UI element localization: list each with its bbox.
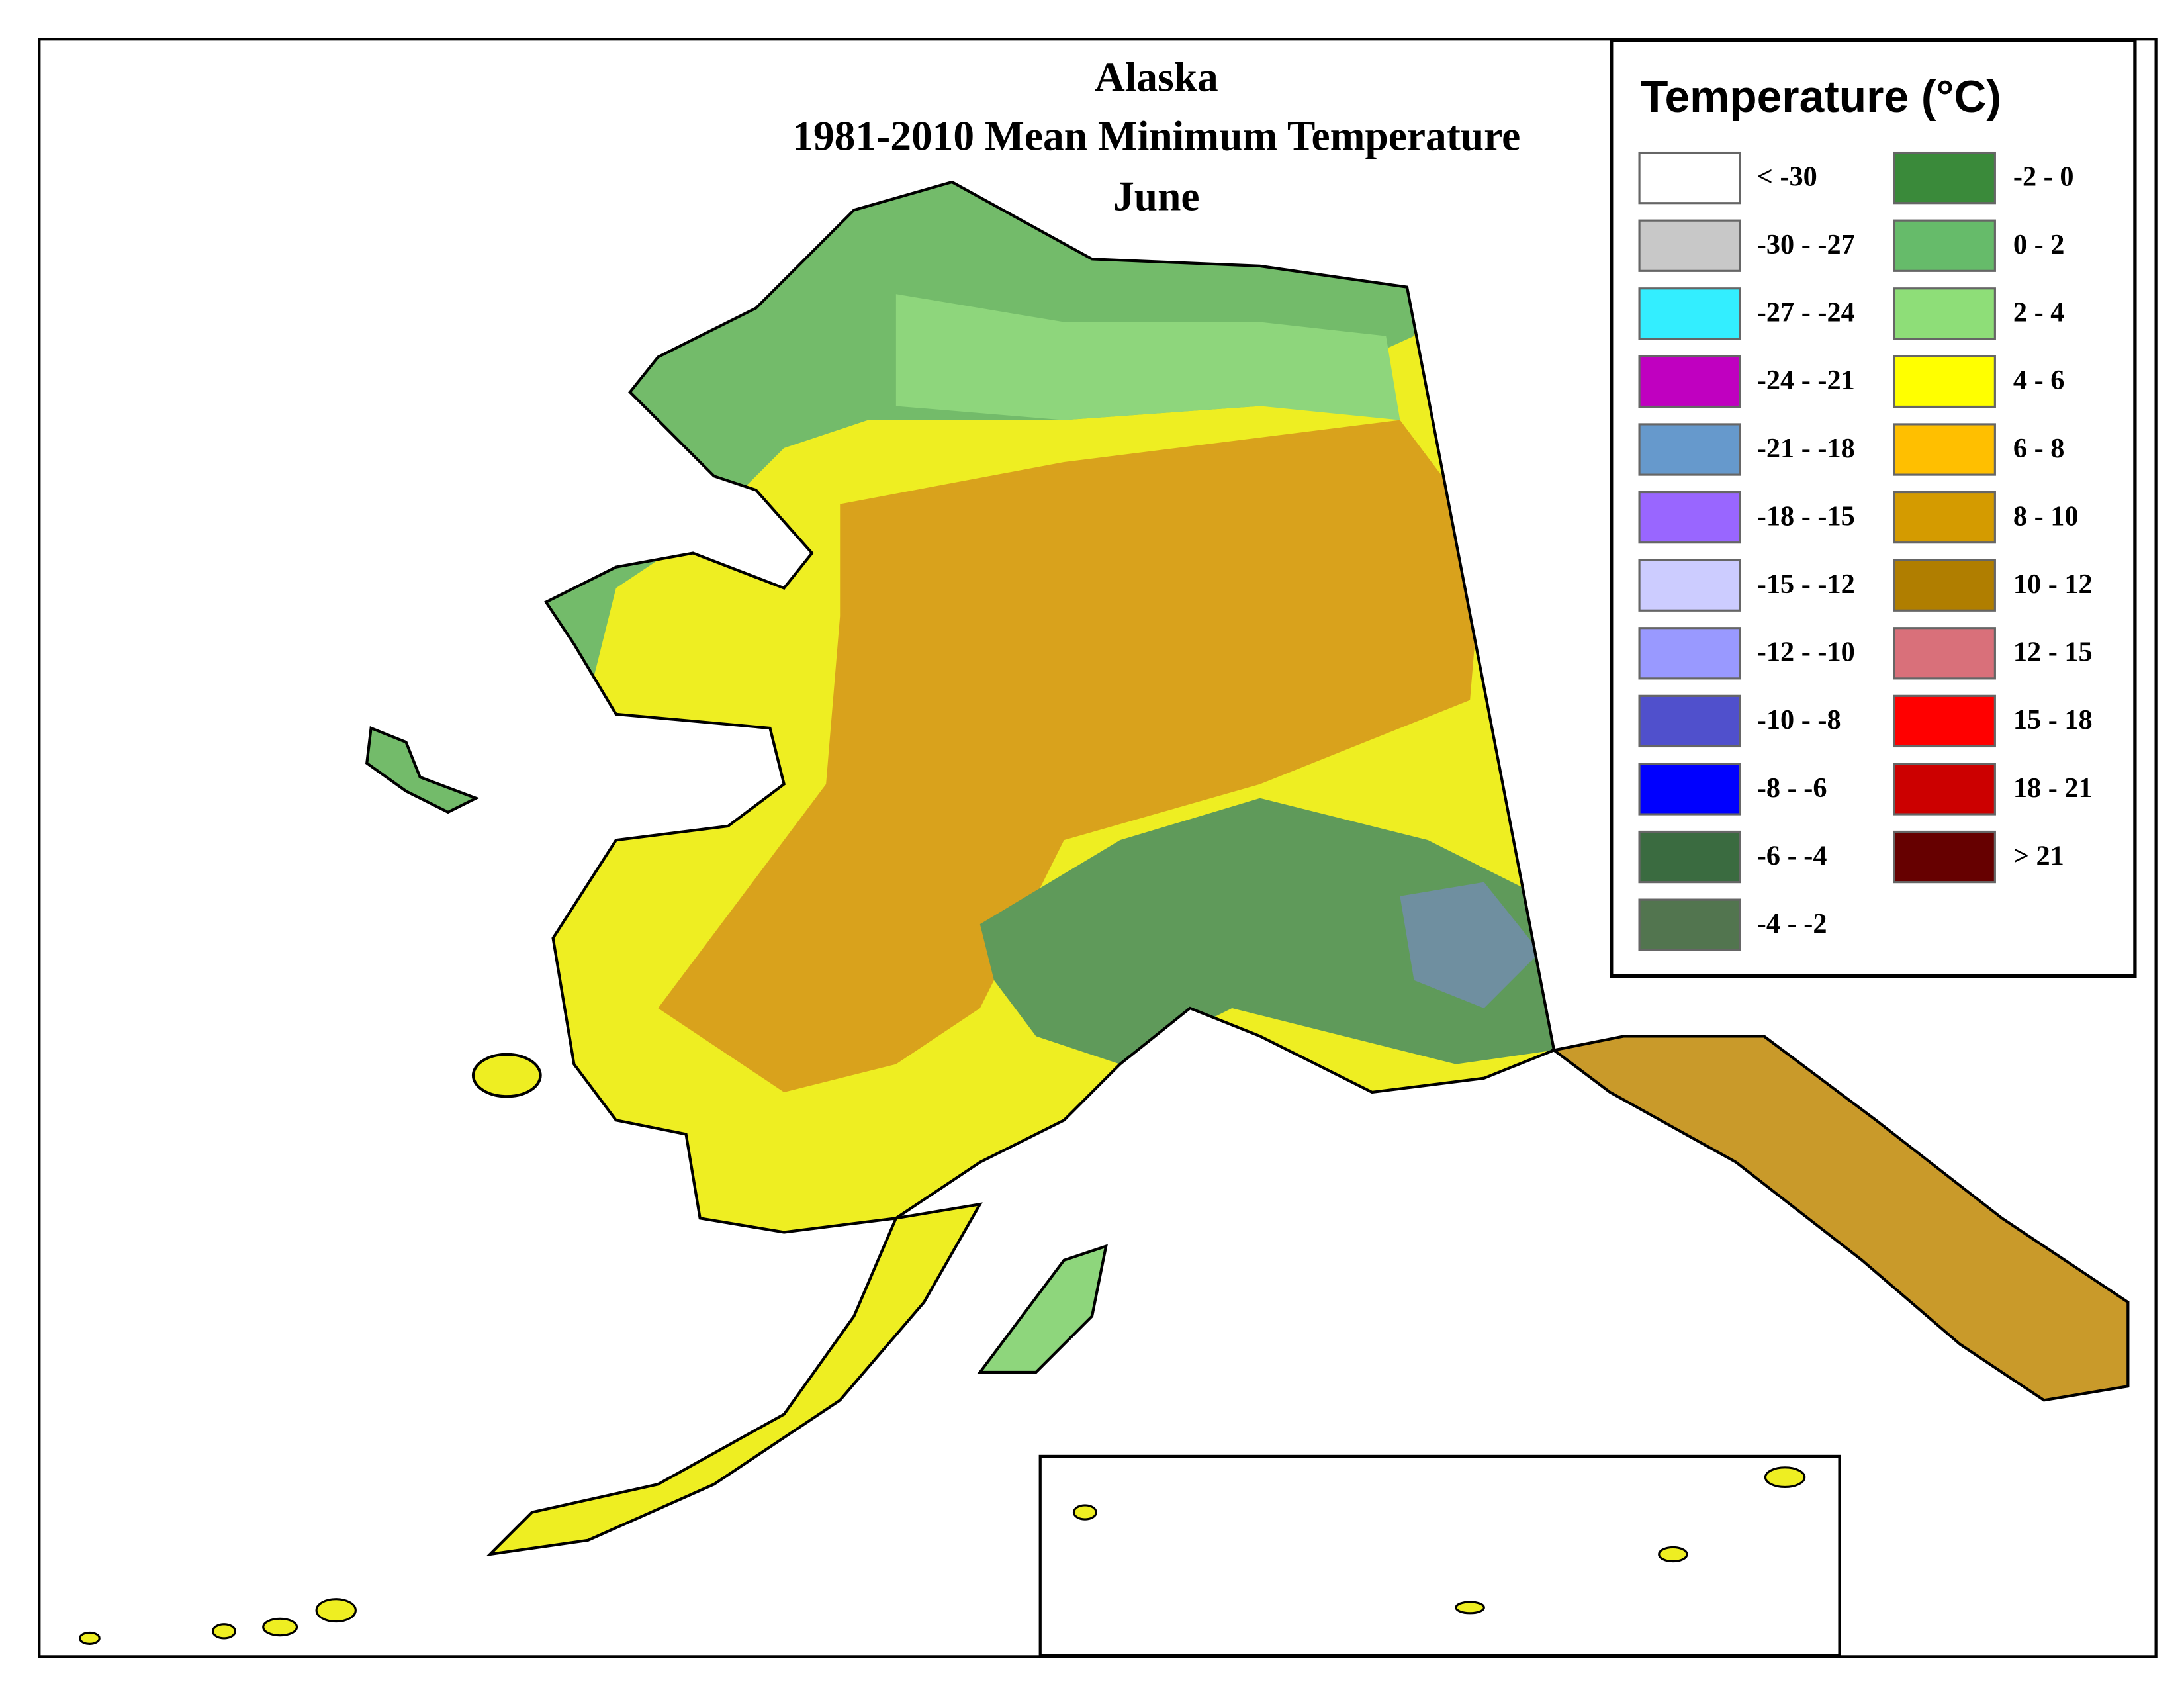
legend-swatch	[1893, 830, 1996, 884]
legend-label: 4 - 6	[2013, 365, 2065, 396]
legend-label: -27 - -24	[1757, 297, 1855, 328]
legend-swatch	[1893, 423, 1996, 476]
legend-label: 6 - 8	[2013, 433, 2065, 464]
legend-swatch	[1638, 355, 1741, 408]
legend-label: -24 - -21	[1757, 365, 1855, 396]
legend-label: 2 - 4	[2013, 297, 2065, 328]
legend-label: -4 - -2	[1757, 908, 1827, 939]
title-line: 1981-2010 Mean Minimum Temperature	[792, 112, 1520, 159]
legend-label: > 21	[2013, 840, 2064, 871]
legend-label: 8 - 10	[2013, 500, 2079, 532]
legend-label: 10 - 12	[2013, 569, 2093, 600]
landmass	[79, 180, 2130, 1645]
legend-label: -10 - -8	[1757, 704, 1841, 735]
legend-label: 15 - 18	[2013, 704, 2093, 735]
legend-swatch	[1893, 355, 1996, 408]
legend-label: -6 - -4	[1757, 840, 1827, 871]
legend-swatch	[1893, 219, 1996, 272]
legend-label: -8 - -6	[1757, 773, 1827, 804]
inset	[1038, 1454, 1841, 1657]
legend-label: 0 - 2	[2013, 229, 2065, 260]
legend-swatch	[1893, 287, 1996, 340]
title-line: June	[1113, 172, 1199, 219]
legend-label: 12 - 15	[2013, 637, 2093, 668]
legend-swatch	[1638, 219, 1741, 272]
legend-swatch	[1638, 423, 1741, 476]
legend-swatch	[1893, 627, 1996, 680]
legend-swatch	[1638, 830, 1741, 884]
legend-swatch	[1638, 559, 1741, 612]
legend-label: 18 - 21	[2013, 773, 2093, 804]
legend-swatch	[1638, 151, 1741, 205]
legend-label: -2 - 0	[2013, 161, 2074, 192]
legend-swatch	[1638, 763, 1741, 816]
legend-swatch	[1893, 763, 1996, 816]
title-line: Alaska	[1095, 53, 1218, 100]
legend-label: -12 - -10	[1757, 637, 1855, 668]
legend-label: -18 - -15	[1757, 500, 1855, 532]
legend-title: Temperature (°C)	[1641, 72, 2001, 122]
legend-swatch	[1638, 898, 1741, 951]
legend-swatch	[1893, 151, 1996, 205]
legend-swatch	[1893, 491, 1996, 544]
legend-swatch	[1893, 559, 1996, 612]
legend-label: -15 - -12	[1757, 569, 1855, 600]
legend-swatch	[1893, 694, 1996, 748]
legend-label: -21 - -18	[1757, 433, 1855, 464]
legend-swatch	[1638, 694, 1741, 748]
legend-label: < -30	[1757, 161, 1817, 192]
legend-swatch	[1638, 627, 1741, 680]
legend-label: -30 - -27	[1757, 229, 1855, 260]
legend-swatch	[1638, 287, 1741, 340]
legend-swatch	[1638, 491, 1741, 544]
